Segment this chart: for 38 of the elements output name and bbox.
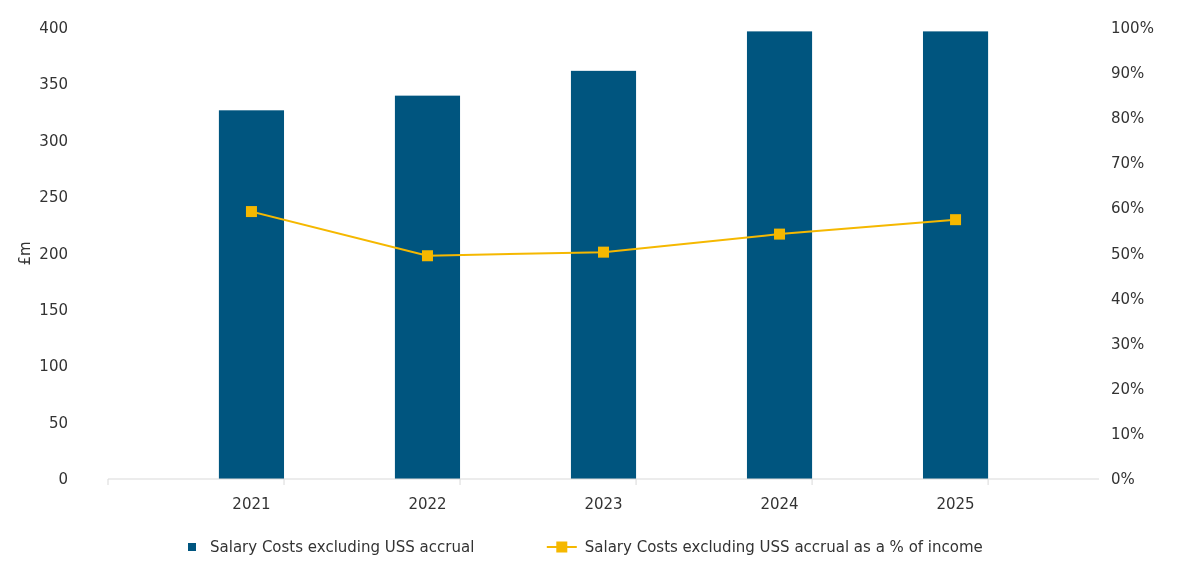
y-tick-label: 400 — [39, 19, 68, 37]
bar — [394, 95, 461, 479]
x-tick-label: 2023 — [584, 495, 623, 513]
y2-tick-label: 100% — [1111, 19, 1154, 37]
y-tick-label: 50 — [48, 413, 68, 432]
y2-tick-label: 20% — [1111, 379, 1145, 398]
y-tick-label: 0 — [58, 470, 68, 488]
legend-label: Salary Costs excluding USS accrual as a % of income — [584, 538, 983, 556]
y2-tick-label: 40% — [1111, 289, 1145, 308]
point — [598, 246, 609, 258]
y2-tick-label: 10% — [1111, 424, 1145, 443]
x-tick-label: 2024 — [760, 495, 799, 513]
bar — [570, 70, 637, 479]
bar — [746, 31, 813, 479]
y-tick-label: 200 — [39, 244, 68, 263]
point — [245, 206, 257, 218]
y2-tick-label: 90% — [1111, 64, 1145, 83]
point — [774, 228, 786, 240]
y2-tick-label: 60% — [1111, 199, 1145, 218]
y2-tick-label: 0% — [1111, 470, 1135, 488]
y-tick-label: 100 — [39, 357, 68, 376]
bar — [218, 110, 285, 479]
y2-tick-label: 70% — [1111, 154, 1145, 173]
y-tick-label: 250 — [39, 188, 68, 207]
y-axis-title: £m — [16, 241, 34, 266]
y-tick-label: 150 — [39, 300, 68, 319]
y-tick-label: 300 — [39, 131, 68, 150]
x-tick-label: 2025 — [936, 495, 975, 513]
y-tick-label: 350 — [39, 75, 68, 94]
y2-tick-label: 80% — [1111, 109, 1145, 128]
x-tick-label: 2021 — [232, 495, 271, 513]
y2-tick-label: 50% — [1111, 244, 1145, 263]
legend-label: Salary Costs excluding USS accrual — [210, 538, 475, 556]
x-tick-label: 2022 — [408, 495, 447, 513]
point — [421, 250, 433, 262]
y2-tick-label: 30% — [1111, 334, 1145, 353]
bar — [922, 31, 989, 479]
point — [950, 214, 962, 226]
